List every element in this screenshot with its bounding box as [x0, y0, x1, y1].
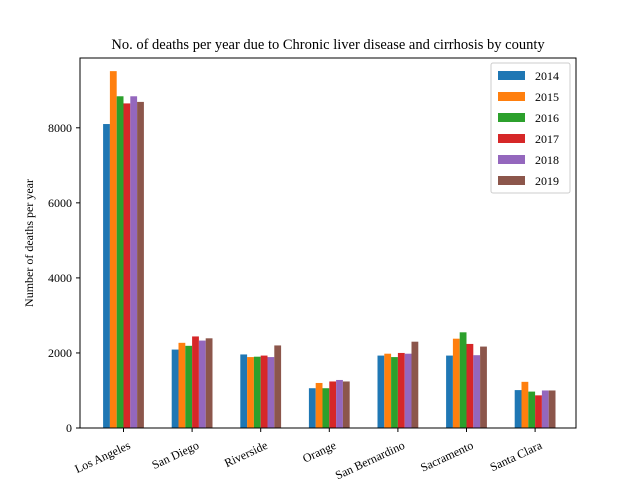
bar-2014-san-diego: [171, 349, 179, 428]
legend-swatch-2015: [498, 92, 525, 101]
legend-label-2015: 2015: [535, 90, 559, 104]
x-tick-label: Los Angeles: [72, 438, 132, 476]
y-axis: 0 2000 4000 6000 8000: [48, 121, 80, 435]
bar-2016-san-diego: [185, 345, 193, 428]
y-tick-label: 2000: [48, 346, 72, 360]
bar-2019-san-diego: [205, 338, 213, 428]
bar-2015-los-angeles: [109, 71, 117, 428]
bar-2017-orange: [329, 381, 337, 428]
bar-2014-los-angeles: [103, 124, 110, 428]
y-tick-label: 4000: [48, 271, 72, 285]
legend-swatch-2018: [498, 155, 525, 164]
bar-2016-sacramento: [459, 332, 467, 428]
x-tick-label: San Bernardino: [333, 438, 407, 480]
bar-2019-los-angeles: [137, 101, 144, 429]
bar-2014-santa-clara: [514, 390, 522, 428]
bar-2015-santa-clara: [521, 381, 529, 428]
x-tick-label: Santa Clara: [488, 438, 545, 474]
bar-2014-riverside: [240, 354, 248, 428]
bar-2019-riverside: [274, 345, 282, 428]
bar-2019-san-bernardino: [411, 341, 419, 428]
bar-2015-sacramento: [452, 338, 460, 428]
bar-2015-san-diego: [178, 342, 186, 428]
y-tick-label: 0: [66, 421, 72, 435]
legend-swatch-2019: [498, 176, 525, 185]
bar-2017-san-bernardino: [397, 352, 405, 428]
bar-2014-sacramento: [446, 355, 453, 428]
x-tick-label: Orange: [300, 438, 338, 466]
legend-swatch-2014: [498, 71, 525, 80]
x-tick-label: Sacramento: [418, 438, 475, 475]
legend-label-2017: 2017: [535, 132, 559, 146]
bar-2017-santa-clara: [535, 395, 542, 428]
bar-2017-riverside: [260, 355, 268, 428]
y-tick-label: 8000: [48, 121, 72, 135]
bar-2018-san-diego: [198, 340, 206, 428]
bar-2016-santa-clara: [528, 391, 536, 428]
bar-2019-santa-clara: [548, 390, 556, 428]
bar-2018-san-bernardino: [404, 353, 412, 428]
bar-2018-los-angeles: [130, 96, 138, 428]
y-tick-label: 6000: [48, 196, 72, 210]
bar-2019-orange: [342, 381, 350, 428]
bar-2018-sacramento: [473, 355, 481, 428]
bar-2019-sacramento: [480, 346, 487, 428]
bar-2017-san-diego: [192, 336, 199, 428]
plot-frame: [79, 57, 577, 429]
bar-2018-riverside: [267, 357, 275, 428]
legend-label-2014: 2014: [535, 69, 559, 83]
bar-2016-riverside: [253, 356, 261, 428]
bar-2014-san-bernardino: [377, 355, 385, 428]
bar-2016-san-bernardino: [391, 357, 398, 428]
x-tick-label: Riverside: [222, 438, 270, 470]
legend-label-2019: 2019: [535, 174, 559, 188]
x-tick-label: San Diego: [150, 438, 202, 472]
legend-label-2016: 2016: [535, 111, 559, 125]
legend-label-2018: 2018: [535, 153, 559, 167]
bar-2017-sacramento: [466, 343, 474, 428]
bar-2017-los-angeles: [123, 103, 131, 428]
bar-2018-orange: [336, 379, 343, 428]
legend: 2014 2015 2016 2017 2018 2019: [490, 62, 571, 194]
bar-2016-orange: [322, 388, 330, 428]
legend-swatch-2017: [498, 134, 525, 143]
chart-title: No. of deaths per year due to Chronic li…: [111, 37, 545, 53]
bar-2018-santa-clara: [541, 390, 549, 428]
bar-2016-los-angeles: [116, 96, 124, 428]
bars-group: [103, 71, 556, 429]
y-axis-label: Number of deaths per year: [22, 179, 36, 307]
bar-2015-orange: [315, 382, 323, 428]
bar-2015-san-bernardino: [384, 353, 392, 428]
bar-2014-orange: [308, 388, 316, 428]
legend-swatch-2016: [498, 113, 525, 122]
bar-2015-riverside: [247, 357, 254, 428]
